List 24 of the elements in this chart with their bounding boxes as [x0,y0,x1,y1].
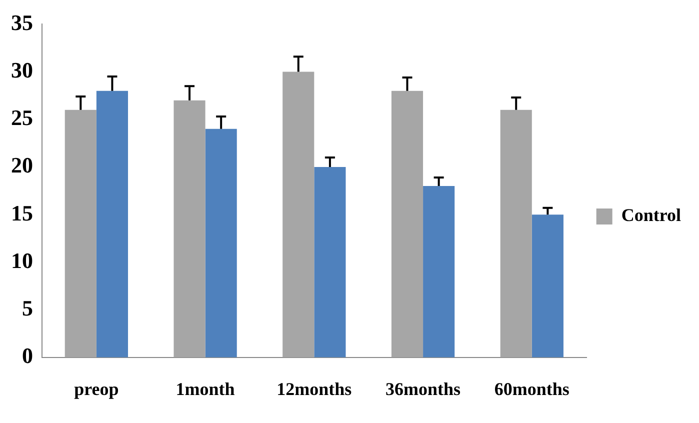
x-tick-label: 36months [386,378,461,399]
legend-label: Control [621,205,682,226]
y-tick-label: 0 [22,343,33,368]
x-tick-label: 60months [494,378,570,399]
bar [532,214,564,358]
x-tick-label: preop [74,378,119,399]
y-tick-label: 35 [11,10,33,35]
bar [314,167,346,358]
bar [205,128,237,358]
bar [64,110,96,358]
x-tick-label: 1month [176,378,235,399]
y-tick-label: 15 [11,200,33,226]
y-tick-label: 25 [11,105,33,130]
y-tick-label: 20 [11,152,33,178]
bar [500,110,532,358]
y-tick-label: 10 [11,248,33,273]
bar [282,72,314,358]
x-tick-label: 12months [276,378,352,399]
y-tick-label: 5 [22,295,33,320]
bar [423,186,455,358]
bar [174,100,206,358]
bar [391,90,424,358]
y-tick-label: 30 [11,57,33,82]
bar [96,90,128,358]
